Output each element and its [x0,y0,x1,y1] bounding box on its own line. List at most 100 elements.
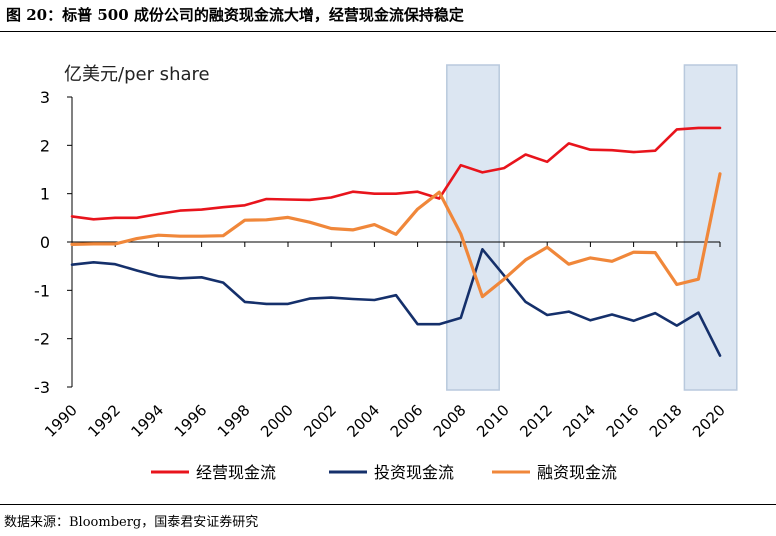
data-point [71,263,73,266]
legend-label-3: 融资现金流 [537,463,617,482]
data-point [719,354,721,357]
data-point [308,221,311,223]
data-point [287,303,289,305]
data-point [460,232,462,235]
data-point [157,275,160,278]
data-point [503,167,505,169]
data-point [632,251,635,253]
data-point [589,148,592,151]
data-point [438,191,441,194]
data-point [546,160,548,163]
data-point [395,233,397,236]
data-point [546,314,548,316]
data-point [265,303,268,305]
data-point [611,313,613,316]
data-point [136,237,138,240]
title-rule [0,31,776,32]
data-point [481,171,484,174]
data-point [308,199,311,201]
data-point [200,235,203,237]
data-point [200,208,203,211]
data-point [265,198,268,200]
data-point [373,299,376,301]
data-point [589,319,592,322]
data-point [222,234,224,237]
shade-band-1 [446,64,500,391]
y-tick-label: -3 [34,378,50,397]
series-line-2 [70,248,722,357]
data-point [244,219,246,222]
data-point [373,223,376,226]
data-point [71,243,73,246]
data-point [632,319,635,322]
data-point [611,260,613,263]
data-point [92,261,95,264]
x-tick-label: 2000 [257,401,297,441]
data-point [438,323,441,325]
source-rule [0,504,776,505]
data-point [416,323,419,325]
data-point [676,283,678,286]
data-point [287,216,289,219]
data-point [568,263,570,266]
data-point [654,251,656,254]
y-tick-label: 0 [40,233,50,252]
data-point [697,127,700,129]
unit-label: 亿美元/per share [64,64,210,85]
data-point [632,151,635,153]
x-tick-label: 1990 [41,401,81,441]
x-tick-label: 1998 [214,401,254,441]
x-tick-label: 2008 [430,401,470,441]
data-point [330,227,333,230]
data-point [481,295,484,298]
data-point [179,235,181,237]
data-point [676,128,678,131]
data-point [546,246,548,249]
data-point [179,277,181,280]
data-point [697,311,700,314]
data-point [524,301,527,303]
data-point [460,164,462,166]
data-point [200,276,203,279]
data-point [352,298,354,300]
y-tick-label: -2 [34,330,50,349]
series-line-1 [70,126,722,221]
x-tick-label: 2014 [559,401,599,441]
x-tick-label: 2016 [603,401,643,441]
data-point [524,153,527,156]
data-point [179,209,181,212]
data-point [481,248,484,251]
data-point [71,215,73,218]
data-point [352,229,354,231]
x-tick-label: 2020 [689,401,729,441]
axes [67,96,721,388]
data-point [568,310,570,313]
data-point [114,263,116,266]
data-point [654,312,656,314]
data-point [395,192,397,195]
data-point [524,259,527,261]
source-note: 数据来源：Bloomberg，国泰君安证券研究 [4,515,259,530]
data-point [114,243,116,245]
x-tick-label: 2010 [473,401,513,441]
data-point [92,243,95,245]
data-point [92,218,95,221]
series-lines [70,126,722,357]
y-tick-label: 3 [40,88,50,107]
data-point [157,213,160,215]
data-point [460,317,462,319]
data-point [244,301,246,303]
x-tick-label: 2006 [387,401,427,441]
data-point [352,190,354,193]
data-point [676,324,678,327]
figure-title: 图 20：标普 500 成份公司的融资现金流大增，经营现金流保持稳定 [6,6,464,24]
y-tick-label: 2 [40,136,50,155]
x-tick-label: 2018 [646,401,686,441]
data-point [287,198,289,201]
data-point [330,196,333,199]
shaded-periods [446,64,738,391]
data-point [654,149,656,152]
data-point [438,197,441,200]
data-point [503,274,505,277]
